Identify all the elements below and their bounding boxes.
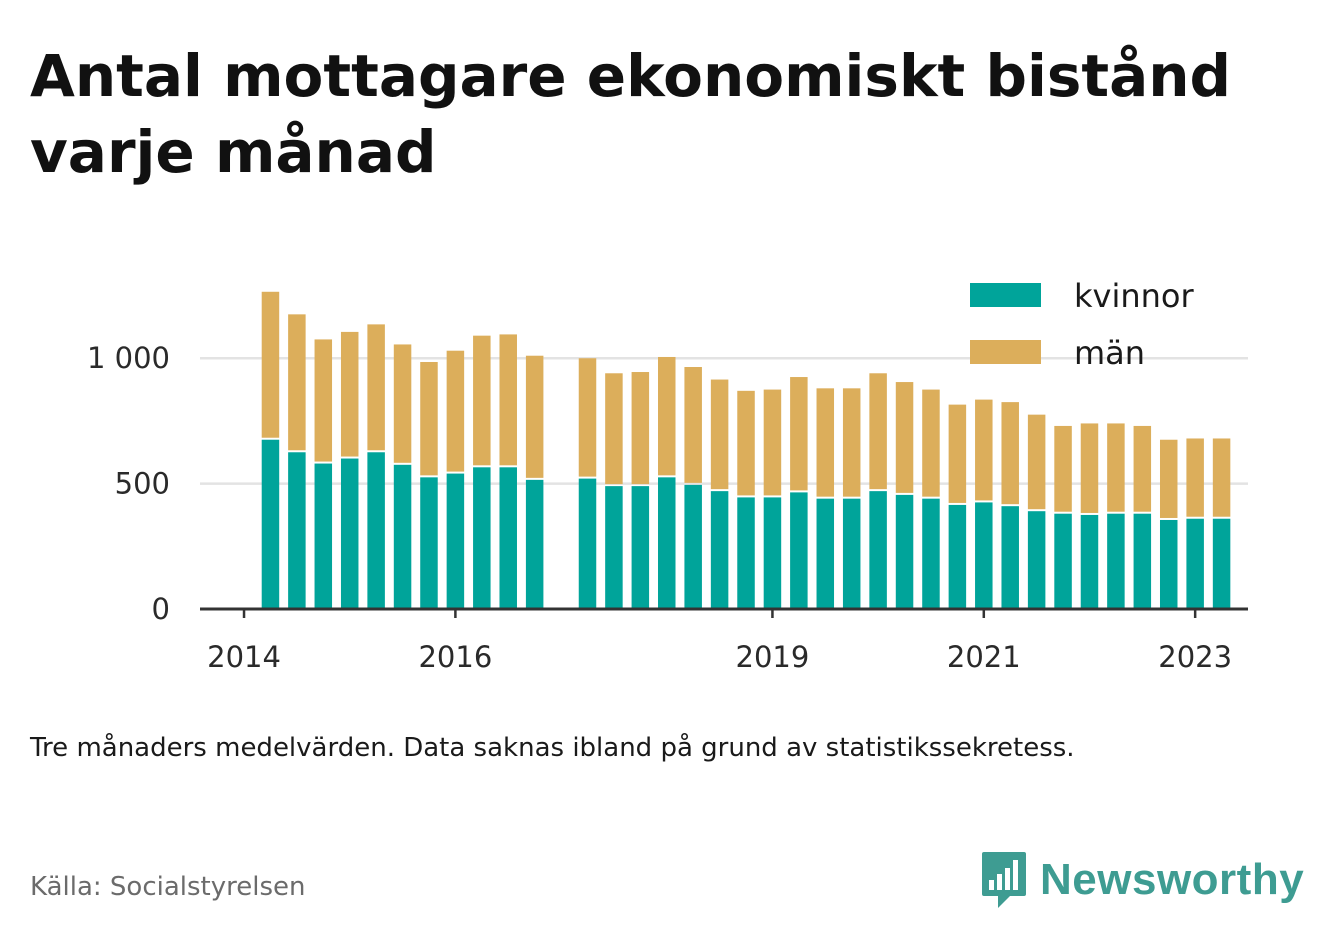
bar-man (393, 344, 412, 463)
bar-kvinnor (790, 492, 808, 609)
y-tick-label: 500 (115, 467, 170, 501)
bar-man (737, 390, 755, 496)
chart-note: Tre månaders medelvärden. Data saknas ib… (30, 733, 1075, 763)
newsworthy-logo: Newsworthy (980, 850, 1304, 910)
bar-man (288, 314, 306, 451)
bar-kvinnor (869, 491, 887, 609)
bar-kvinnor (525, 479, 544, 609)
bar-man (1133, 425, 1152, 512)
bar-man (473, 335, 491, 466)
bar-man (1001, 402, 1019, 505)
bar-kvinnor (578, 478, 597, 609)
bar-kvinnor (1054, 513, 1072, 609)
legend-label-man: män (1074, 334, 1145, 372)
bar-man (525, 355, 544, 478)
bars (261, 291, 1231, 609)
bar-kvinnor (499, 467, 517, 609)
x-tick-label: 2023 (1158, 640, 1232, 674)
bar-man (684, 367, 702, 483)
bar-kvinnor (1159, 519, 1178, 609)
bar-man (1107, 423, 1125, 512)
x-tick-label: 2021 (947, 640, 1021, 674)
bar-man (710, 379, 729, 490)
x-tick-label: 2016 (418, 640, 492, 674)
bar-kvinnor (1001, 506, 1019, 609)
bar-kvinnor (737, 497, 755, 609)
bar-man (869, 373, 887, 490)
y-tick-label: 0 (152, 592, 170, 626)
bar-man (420, 361, 438, 476)
bar-man (975, 399, 993, 501)
bar-kvinnor (420, 477, 438, 609)
bar-kvinnor (763, 497, 782, 609)
bar-man (658, 356, 676, 476)
bar-man (1186, 438, 1204, 517)
bar-man (948, 404, 967, 503)
bar-man (340, 331, 359, 457)
bar-kvinnor (605, 486, 623, 609)
bar-man (1080, 423, 1099, 513)
bar-kvinnor (948, 504, 967, 609)
y-axis-labels: 0 500 1 000 (87, 341, 170, 626)
bar-man (1159, 439, 1178, 518)
bar-kvinnor (842, 498, 861, 609)
bar-kvinnor (1107, 513, 1125, 609)
bar-man (578, 358, 597, 477)
logo-text: Newsworthy (1040, 855, 1305, 904)
bar-kvinnor (1212, 518, 1231, 609)
legend: kvinnor män (970, 277, 1195, 372)
bar-man (261, 291, 280, 438)
x-axis (200, 607, 1248, 618)
bar-kvinnor (1133, 513, 1152, 609)
bar-kvinnor (393, 464, 412, 609)
bar-kvinnor (1080, 514, 1099, 609)
y-tick-label: 1 000 (87, 341, 170, 375)
source-credit: Källa: Socialstyrelsen (30, 872, 306, 902)
bar-kvinnor (631, 486, 650, 609)
bar-kvinnor (816, 498, 835, 609)
bar-man (763, 389, 782, 496)
bar-man (314, 339, 333, 462)
x-tick-label: 2019 (736, 640, 810, 674)
bar-man (631, 372, 650, 485)
bar-kvinnor (922, 498, 940, 609)
bar-man (605, 373, 623, 485)
chart-title: Antal mottagare ekonomiskt bistånd varje… (30, 42, 1232, 186)
bar-kvinnor (314, 463, 333, 609)
bar-kvinnor (340, 458, 359, 609)
x-tick-label: 2014 (207, 640, 281, 674)
bar-man (1027, 414, 1046, 510)
bar-man (790, 377, 808, 491)
bar-kvinnor (895, 494, 914, 609)
bar-man (895, 382, 914, 493)
bar-chart-speech-bubble-icon (982, 852, 1026, 908)
bar-man (367, 324, 385, 451)
bar-kvinnor (684, 484, 702, 609)
legend-label-kvinnor: kvinnor (1074, 277, 1195, 315)
bar-kvinnor (1186, 518, 1204, 609)
bar-man (499, 334, 517, 466)
bar-man (842, 388, 861, 497)
bar-kvinnor (1027, 511, 1046, 609)
bar-kvinnor (710, 491, 729, 609)
stacked-bar-chart: 0 500 1 000 2014 2016 2019 2021 2023 kvinnor mä… (87, 277, 1248, 674)
legend-swatch-man (970, 340, 1041, 364)
bar-kvinnor (288, 452, 306, 609)
bar-kvinnor (446, 473, 465, 609)
legend-swatch-kvinnor (970, 283, 1041, 307)
bar-kvinnor (473, 467, 491, 609)
bar-kvinnor (658, 477, 676, 609)
bar-kvinnor (367, 452, 385, 609)
bar-man (446, 350, 465, 472)
bar-man (1054, 425, 1072, 512)
bar-man (922, 389, 940, 497)
bar-kvinnor (975, 502, 993, 609)
bar-man (816, 388, 835, 497)
bar-kvinnor (261, 439, 280, 609)
x-axis-labels: 2014 2016 2019 2021 2023 (207, 640, 1232, 674)
bar-man (1212, 438, 1231, 517)
